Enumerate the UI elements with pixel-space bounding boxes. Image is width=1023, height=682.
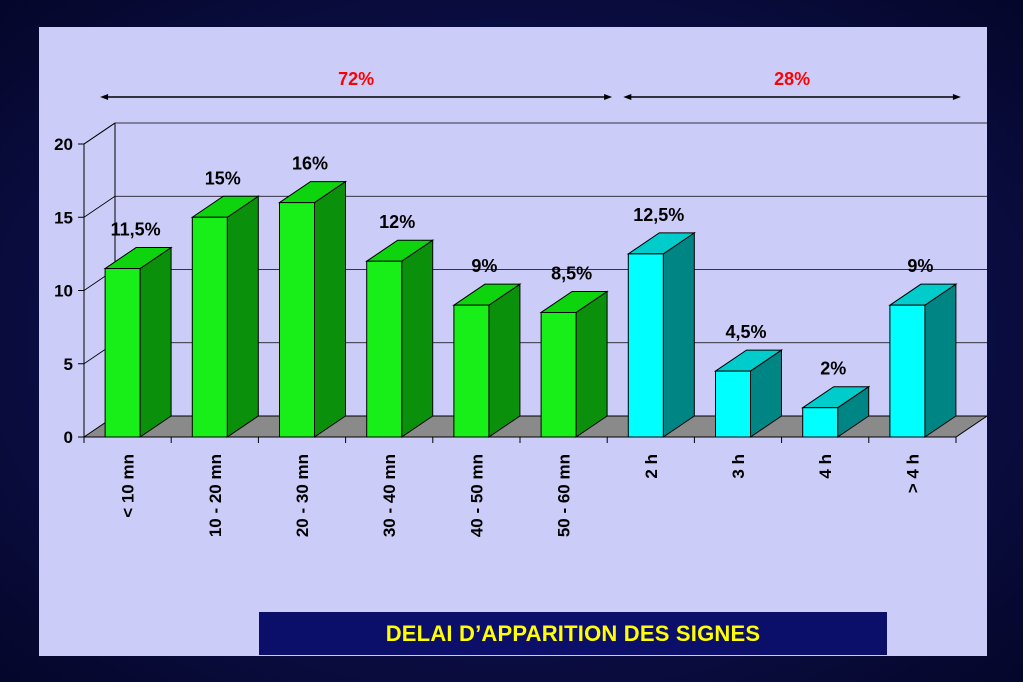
chart-caption: DELAI D’APPARITION DES SIGNES [385, 620, 761, 646]
y-tick-label: 15 [54, 208, 73, 227]
category-label: 4 h [816, 454, 835, 479]
bar-side [662, 231, 695, 438]
bar [191, 216, 228, 438]
bar [889, 304, 926, 438]
caption-box: DELAI D’APPARITION DES SIGNES [259, 612, 887, 655]
data-label: 12% [379, 212, 415, 232]
data-label: 12,5% [633, 205, 684, 225]
y-tick-label: 0 [64, 428, 73, 447]
category-label: < 10 mn [119, 454, 138, 518]
bracket-arrow-right [604, 94, 613, 100]
category-label: 40 - 50 mn [467, 454, 486, 537]
category-label: 2 h [642, 454, 661, 479]
data-label: 4,5% [725, 322, 766, 342]
bracket-label: 28% [774, 69, 810, 89]
bar-side [226, 195, 259, 438]
y-tick-label: 20 [54, 135, 73, 154]
bar [366, 260, 403, 438]
bar-side [401, 239, 434, 438]
data-label: 15% [205, 168, 241, 188]
category-label: 3 h [729, 454, 748, 479]
bar-side [924, 283, 957, 438]
data-label: 9% [907, 256, 933, 276]
side-wall-top-edge [83, 122, 116, 145]
bar [104, 268, 141, 438]
y-tick-label: 5 [64, 355, 73, 374]
data-label: 2% [820, 359, 846, 379]
bracket-arrow-left [100, 94, 109, 100]
bar [715, 370, 751, 438]
bar-side [139, 246, 172, 438]
category-label: 20 - 30 mn [293, 454, 312, 537]
bar-chart: 0 5 10 15 20 11,5% < 10 mn 15% 10 - 20 mn 16% 20 -… [54, 69, 987, 537]
chart-panel: 0 5 10 15 20 11,5% < 10 mn 15% 10 - 20 mn 16% 20 -… [39, 27, 987, 656]
bracket-arrow-left [623, 94, 632, 100]
y-tick-label: 10 [54, 282, 73, 301]
side-gridline [83, 195, 116, 218]
bar-side [575, 290, 608, 438]
category-label: > 4 h [903, 454, 922, 493]
bar-side [488, 283, 521, 438]
data-label: 11,5% [111, 220, 161, 240]
bar-side [314, 180, 346, 438]
bar [279, 202, 315, 438]
bar [627, 253, 664, 438]
bar [540, 311, 577, 438]
data-label: 8,5% [551, 263, 592, 283]
data-label: 16% [292, 154, 328, 174]
category-label: 50 - 60 mn [555, 454, 574, 537]
category-label: 30 - 40 mn [380, 454, 399, 537]
bar [802, 407, 839, 438]
data-label: 9% [471, 256, 497, 276]
bracket-arrow-right [952, 94, 961, 100]
category-label: 10 - 20 mn [206, 454, 225, 537]
bar [453, 304, 490, 438]
bracket-label: 72% [338, 69, 374, 89]
